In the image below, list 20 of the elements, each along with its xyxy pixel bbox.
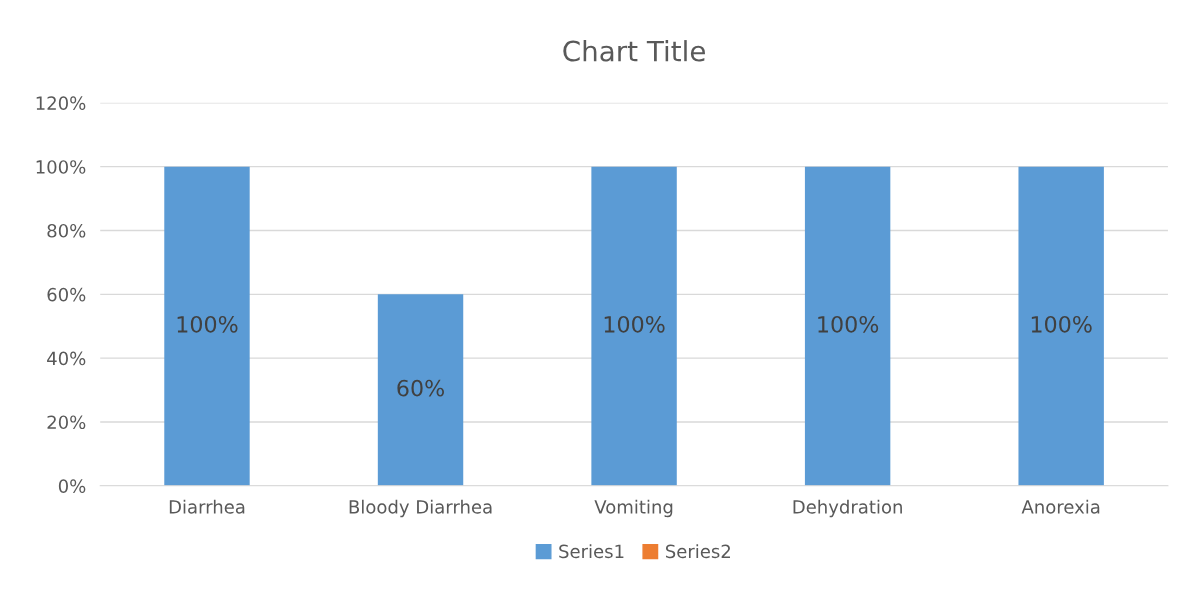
- x-tick-label: Diarrhea: [169, 499, 245, 514]
- y-tick-label: 20%: [47, 415, 86, 430]
- data-label: 100%: [818, 315, 879, 333]
- legend-label: Series2: [665, 544, 730, 559]
- legend-label: Series1: [559, 544, 624, 559]
- data-label: 100%: [604, 315, 665, 333]
- x-tick-label: Anorexia: [1021, 499, 1100, 514]
- y-tick-label: 100%: [36, 160, 86, 174]
- y-tick-label: 120%: [36, 96, 86, 110]
- y-tick-label: 0%: [58, 479, 86, 493]
- x-tick-label: Bloody Diarrhea: [349, 499, 492, 518]
- y-tick-label: 80%: [47, 223, 86, 238]
- x-tick-label: Dehydration: [793, 499, 902, 518]
- y-tick-label: 40%: [47, 351, 86, 366]
- data-label: 100%: [1031, 315, 1092, 333]
- data-label: 100%: [177, 315, 238, 333]
- data-label: 60%: [397, 379, 444, 397]
- chart-title: Chart Title: [563, 40, 705, 62]
- x-tick-label: Vomiting: [594, 499, 673, 518]
- y-tick-label: 60%: [47, 287, 86, 302]
